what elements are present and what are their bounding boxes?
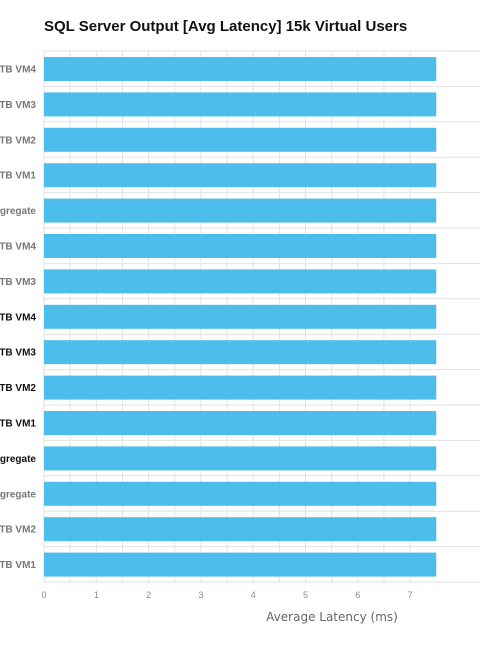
x-tick-label: 3 [198,590,203,600]
bar [44,446,437,471]
category-label: TB VM2 [0,383,36,394]
category-label: TB VM1 [0,171,36,182]
x-tick-label: 6 [355,590,360,600]
bar [44,127,437,152]
bar [44,517,437,542]
bar [44,375,437,400]
x-axis-title: Average Latency (ms) [266,610,398,624]
category-label: TB VM2 [0,135,36,146]
bar [44,340,437,365]
bar [44,269,437,294]
bar [44,92,437,117]
category-labels: TB VM4 TB VM3 TB VM2 TB VM1 gregate TB VM4 TB … [0,65,36,572]
bar [44,234,437,258]
x-tick-label: 7 [408,590,413,600]
bar [44,163,437,188]
category-label: TB VM2 [0,525,36,536]
category-label: TB VM1 [0,560,36,571]
category-label: gregate [0,454,36,465]
bar [44,411,437,435]
category-label: TB VM3 [0,100,36,111]
category-label: TB VM4 [0,65,36,76]
category-label: TB VM3 [0,277,36,288]
category-label: TB VM4 [0,242,36,253]
bar [44,198,437,223]
bars [44,57,437,577]
bar [44,481,437,506]
x-tick-labels: 0 1 2 3 4 5 6 7 [41,590,412,600]
category-label: TB VM3 [0,348,36,359]
bar [44,304,437,329]
x-tick-label: 4 [251,590,256,600]
x-tick-label: 1 [94,590,99,600]
category-label: gregate [0,489,36,500]
chart-title: SQL Server Output [Avg Latency] 15k Virt… [44,18,408,35]
category-label: TB VM1 [0,419,36,430]
x-tick-label: 5 [303,590,308,600]
x-tick-label: 0 [41,590,46,600]
x-tick-label: 2 [146,590,151,600]
category-label: TB VM4 [0,312,36,323]
category-label: gregate [0,206,36,217]
bar [44,57,437,81]
bar [44,552,437,577]
